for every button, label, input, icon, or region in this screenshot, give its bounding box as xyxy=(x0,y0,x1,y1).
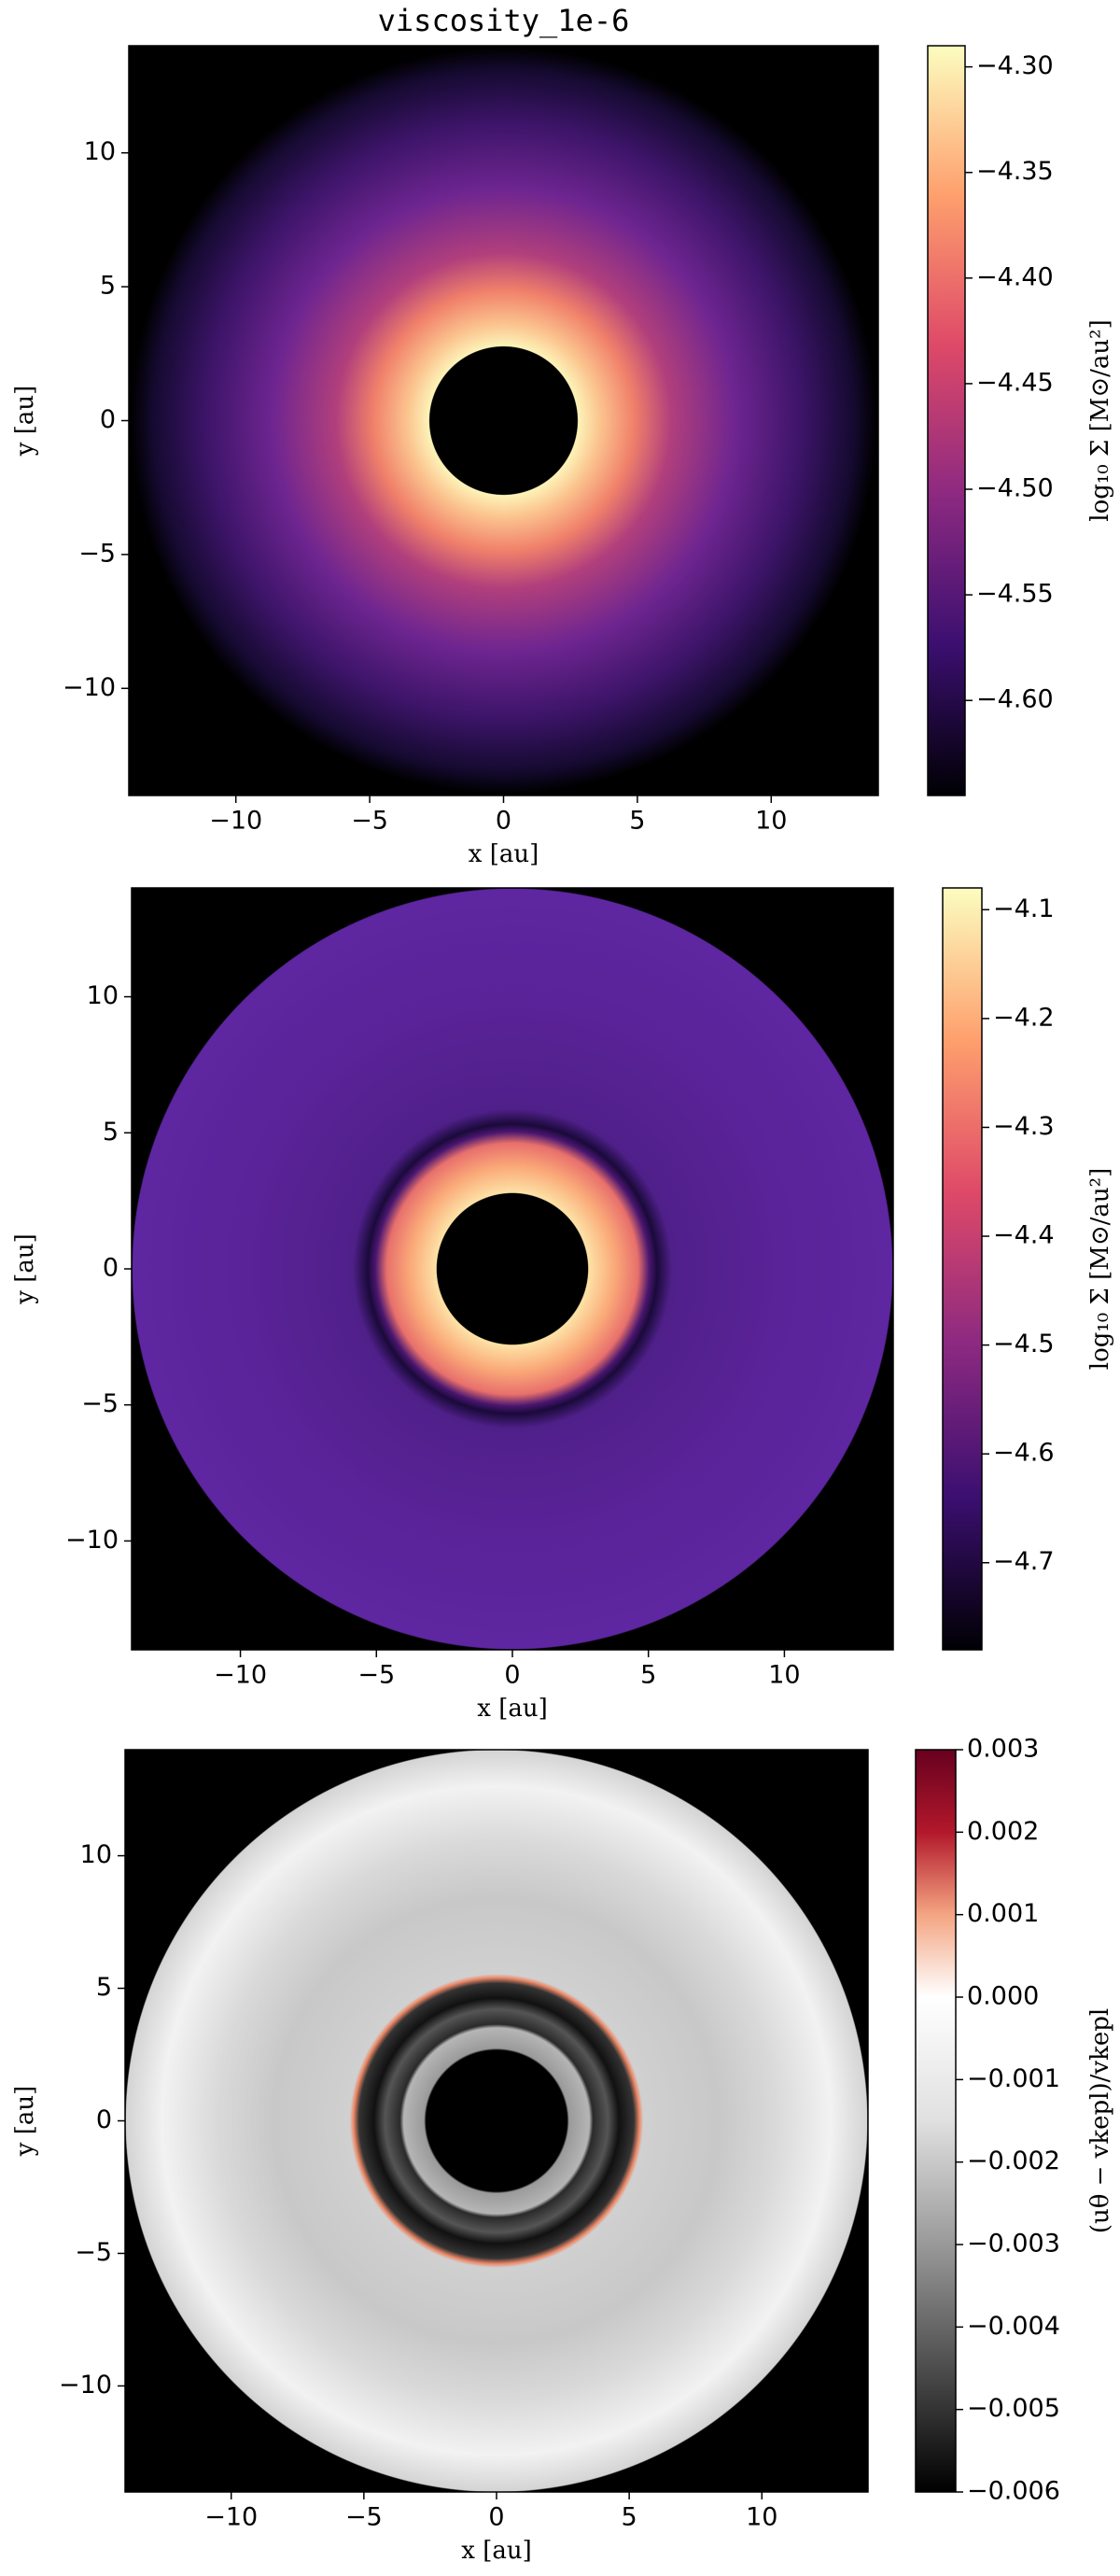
colorbar-tick-label: −4.4 xyxy=(993,1221,1055,1250)
y-tick-label: 10 xyxy=(84,137,116,166)
y-tick-label: −5 xyxy=(81,1389,119,1418)
colorbar-tick-label: −4.30 xyxy=(976,51,1054,80)
y-tick-label: 0 xyxy=(100,405,116,434)
colorbar-tick-label: −0.003 xyxy=(967,2230,1060,2259)
colorbar-tick-label: −4.60 xyxy=(976,685,1054,714)
y-axis-label: y [au] xyxy=(11,1233,39,1305)
colorbar-tick-label: 0.000 xyxy=(967,1982,1039,2011)
colorbar-tick-label: −4.7 xyxy=(993,1547,1055,1576)
colorbar-label: log₁₀ Σ [M⊙/au²] xyxy=(1086,319,1114,522)
colorbar-tick-label: −4.55 xyxy=(976,580,1054,609)
x-tick-label: −10 xyxy=(209,807,262,836)
colorbar-label: log₁₀ Σ [M⊙/au²] xyxy=(1086,1168,1114,1371)
y-tick-label: −10 xyxy=(63,673,116,702)
x-tick-label: 10 xyxy=(768,1661,800,1690)
colorbar xyxy=(942,887,983,1651)
y-tick-label: 0 xyxy=(96,2105,112,2134)
chart-title: viscosity_1e-6 xyxy=(378,3,630,38)
colorbar-tick-label: 0.003 xyxy=(967,1735,1039,1764)
x-tick-label: 10 xyxy=(755,807,787,836)
x-tick-label: 0 xyxy=(504,1661,520,1690)
x-axis-label: x [au] xyxy=(469,840,539,868)
y-tick-label: 5 xyxy=(96,1973,112,2002)
y-tick-label: 10 xyxy=(87,981,119,1010)
colorbar-tick-label: −0.001 xyxy=(967,2064,1060,2093)
colorbar-tick-label: 0.002 xyxy=(967,1817,1039,1846)
disk-image xyxy=(125,1749,868,2493)
disk-image xyxy=(131,48,876,794)
colorbar-tick-label: −0.006 xyxy=(967,2477,1060,2506)
colorbar-tick-label: −4.3 xyxy=(993,1112,1055,1141)
colorbar-tick-label: −0.005 xyxy=(967,2394,1060,2423)
colorbar-label: (uθ − vkepl)/vkepl xyxy=(1086,2008,1114,2233)
colorbar-tick-label: −0.004 xyxy=(967,2312,1060,2341)
colorbar-tick-label: −4.35 xyxy=(976,157,1054,186)
y-tick-label: 5 xyxy=(103,1118,119,1147)
colorbar-tick-label: −4.45 xyxy=(976,368,1054,397)
x-axis-label: x [au] xyxy=(461,2537,531,2565)
x-tick-label: 0 xyxy=(488,2503,504,2532)
colorbar-tick-label: −4.1 xyxy=(993,894,1055,923)
x-tick-label: 0 xyxy=(496,807,511,836)
y-tick-label: 10 xyxy=(80,1840,112,1869)
colorbar xyxy=(927,45,966,796)
x-tick-label: 10 xyxy=(746,2503,777,2532)
y-axis-label: y [au] xyxy=(11,2086,39,2158)
y-tick-label: −5 xyxy=(78,539,116,568)
colorbar-tick-label: −4.40 xyxy=(976,262,1054,291)
x-tick-label: −10 xyxy=(204,2503,258,2532)
y-tick-label: −5 xyxy=(75,2238,112,2267)
y-axis-label: y [au] xyxy=(11,386,39,457)
colorbar-tick-label: −4.50 xyxy=(976,474,1054,503)
colorbar xyxy=(915,1749,957,2493)
x-tick-label: −5 xyxy=(345,2503,383,2532)
y-tick-label: 0 xyxy=(103,1254,119,1283)
colorbar-tick-label: −4.5 xyxy=(993,1330,1055,1358)
x-tick-label: 5 xyxy=(629,807,645,836)
x-tick-label: 5 xyxy=(640,1661,656,1690)
colorbar-tick-label: 0.001 xyxy=(967,1899,1039,1928)
x-tick-label: 5 xyxy=(622,2503,637,2532)
colorbar-tick-label: −0.002 xyxy=(967,2147,1060,2175)
x-tick-label: −5 xyxy=(351,807,388,836)
disk-image xyxy=(132,888,893,1650)
y-tick-label: 5 xyxy=(100,272,116,301)
x-tick-label: −5 xyxy=(357,1661,395,1690)
y-tick-label: −10 xyxy=(65,1526,119,1555)
y-tick-label: −10 xyxy=(59,2371,112,2400)
x-axis-label: x [au] xyxy=(477,1695,547,1723)
x-tick-label: −10 xyxy=(214,1661,267,1690)
colorbar-tick-label: −4.6 xyxy=(993,1439,1055,1468)
colorbar-tick-label: −4.2 xyxy=(993,1003,1055,1032)
